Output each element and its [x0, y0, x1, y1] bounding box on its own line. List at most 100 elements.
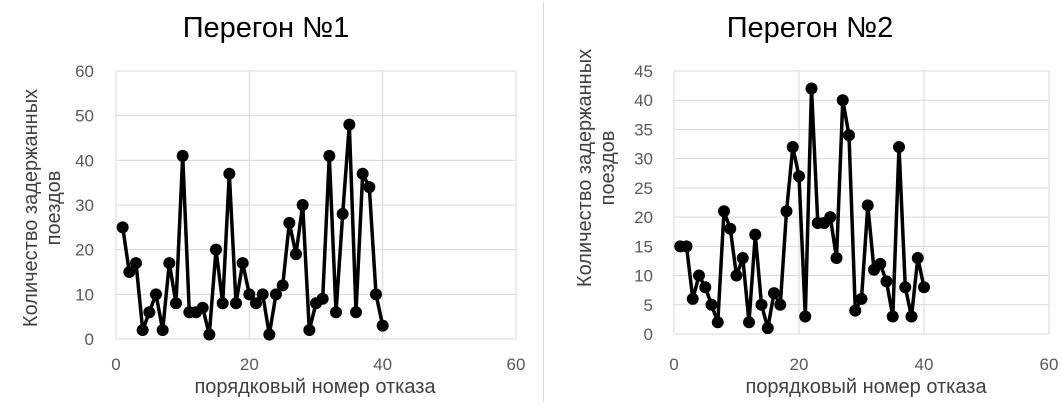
data-point	[283, 216, 296, 229]
data-point	[290, 248, 302, 261]
chart-2: 0 5 10 15 20 25 30 35 40 45 0 20 40 60 Перегон №2 поряд…	[574, 12, 1058, 398]
y-tick-label: 40	[634, 91, 653, 110]
series-line	[680, 86, 926, 330]
data-point	[156, 324, 169, 337]
data-point	[724, 222, 737, 235]
y-tick-label: 30	[75, 196, 94, 215]
y-tick-label: 20	[634, 208, 653, 227]
data-point	[276, 279, 289, 292]
chart-title: Перегон №2	[727, 12, 894, 44]
y-axis-label-line: поездов	[597, 131, 619, 206]
data-point	[730, 269, 743, 282]
data-point	[336, 207, 349, 220]
data-point	[693, 269, 705, 282]
y-axis-label: Количество задержанныхпоездов	[20, 89, 65, 327]
data-point	[855, 292, 868, 305]
data-point	[793, 170, 805, 183]
data-point	[150, 288, 162, 301]
y-tick-label: 10	[75, 285, 94, 304]
x-tick-label: 20	[240, 355, 259, 374]
data-point	[330, 306, 342, 319]
y-tick-label: 30	[634, 150, 653, 169]
data-point	[143, 306, 156, 319]
data-point	[699, 281, 712, 294]
data-point	[705, 298, 718, 311]
data-point	[296, 199, 309, 211]
data-point	[749, 228, 762, 241]
y-tick-label: 25	[634, 179, 653, 198]
y-tick-label: 0	[85, 330, 94, 349]
data-point	[786, 140, 799, 153]
data-point	[918, 281, 930, 294]
x-tick-label: 60	[1040, 355, 1059, 374]
data-point	[343, 118, 356, 131]
x-axis-label: порядковый номер отказа	[194, 376, 436, 398]
y-tick-label: 40	[75, 151, 94, 170]
data-point	[303, 324, 316, 337]
data-point	[886, 310, 899, 323]
x-tick-label: 20	[790, 355, 809, 374]
data-point	[250, 297, 262, 310]
data-point	[680, 240, 693, 253]
data-point	[761, 322, 774, 335]
y-tick-label: 15	[634, 237, 653, 256]
data-point	[805, 82, 818, 95]
data-point	[370, 288, 382, 301]
data-point	[316, 292, 329, 305]
x-tick-label: 0	[111, 355, 120, 374]
x-tick-label: 40	[915, 355, 934, 374]
data-point	[203, 328, 216, 341]
data-point	[874, 257, 887, 270]
y-tick-label: 45	[634, 62, 653, 81]
y-tick-label: 5	[644, 296, 653, 315]
data-point	[774, 298, 787, 311]
y-axis-label: Количество задержанныхпоездов	[574, 49, 619, 287]
data-point	[263, 328, 276, 341]
data-point	[270, 288, 282, 301]
data-point	[830, 252, 843, 265]
x-axis-label: порядковый номер отказа	[745, 376, 987, 398]
data-point	[170, 297, 182, 310]
data-point	[799, 310, 812, 323]
data-point	[836, 94, 849, 107]
y-tick-label: 0	[644, 325, 653, 344]
data-point	[905, 310, 918, 323]
data-point	[849, 304, 862, 317]
data-point	[230, 297, 242, 310]
y-tick-label: 20	[75, 241, 94, 260]
chart-1: 0 10 20 30 40 50 60 0 20 40 60 Перегон №1 порядковый…	[20, 12, 525, 398]
chart-title: Перегон №1	[183, 12, 350, 44]
data-point	[843, 129, 855, 142]
x-tick-label: 0	[669, 355, 678, 374]
data-point	[736, 252, 749, 265]
data-point	[686, 292, 699, 305]
data-point	[256, 288, 269, 301]
data-point	[780, 205, 793, 218]
data-point	[899, 281, 912, 294]
data-point	[136, 324, 149, 337]
data-point	[376, 319, 389, 332]
data-point	[861, 199, 874, 212]
data-point	[755, 298, 768, 311]
data-point	[743, 316, 755, 329]
data-point	[323, 149, 336, 162]
data-point	[824, 211, 837, 224]
data-point	[356, 167, 369, 180]
data-point	[123, 266, 136, 278]
data-point	[163, 257, 176, 270]
data-point	[243, 288, 256, 301]
y-axis-label-line: Количество задержанных	[20, 89, 42, 327]
data-point	[718, 205, 730, 218]
data-point	[768, 287, 780, 300]
x-tick-label: 40	[373, 355, 392, 374]
data-point	[363, 181, 376, 194]
data-point	[116, 221, 129, 234]
data-point	[210, 243, 222, 256]
data-point	[711, 316, 724, 329]
data-point	[911, 252, 924, 265]
y-axis-label-line: Количество задержанных	[574, 49, 596, 287]
data-point	[236, 257, 249, 270]
data-point	[216, 297, 229, 310]
data-point	[880, 275, 893, 288]
